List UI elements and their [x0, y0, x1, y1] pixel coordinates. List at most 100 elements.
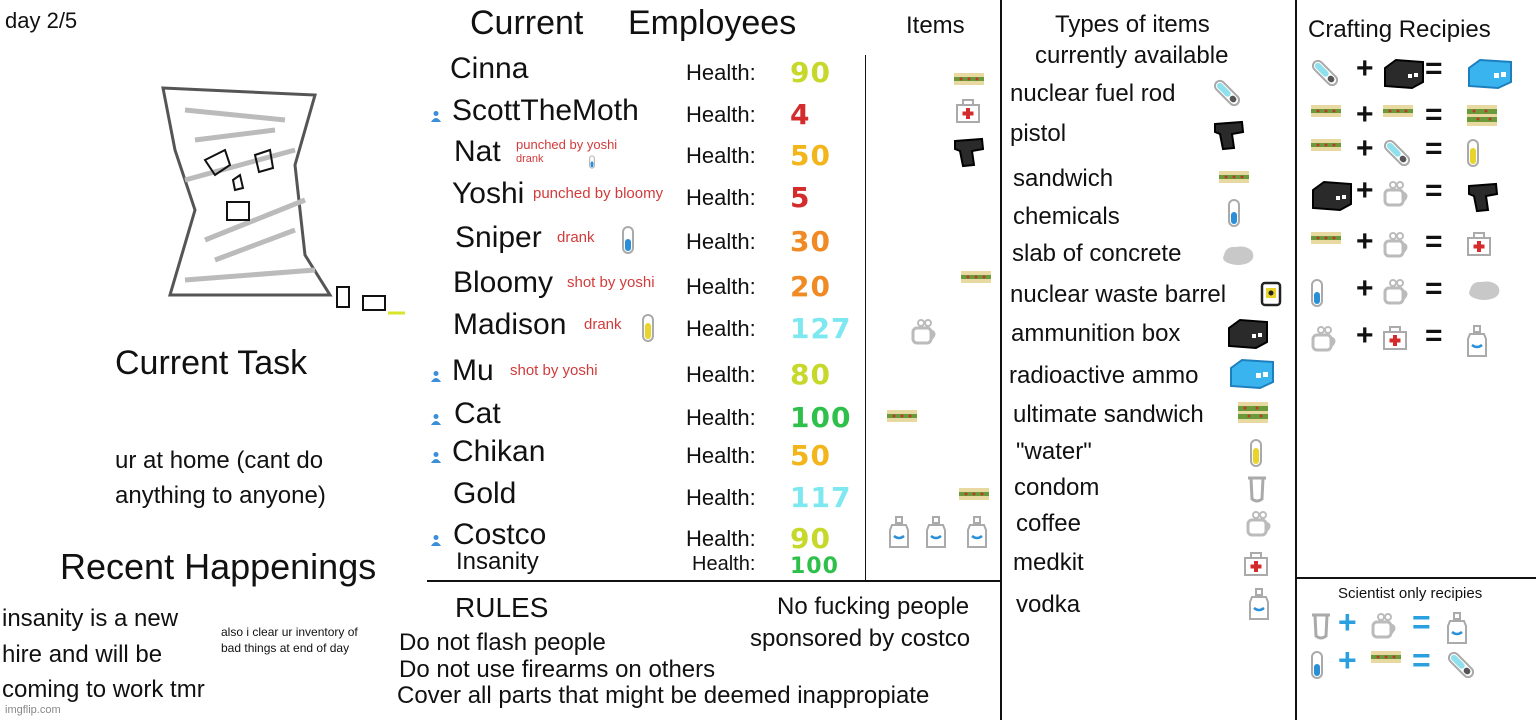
recipe-plus: +	[1356, 174, 1374, 207]
recipe-equals: =	[1412, 604, 1431, 640]
employee-name: Nat	[454, 135, 501, 168]
sandwich-icon	[1370, 650, 1402, 669]
employee-name: Yoshi	[452, 177, 525, 210]
recipe-equals: =	[1425, 174, 1443, 207]
coffee-icon	[1382, 180, 1410, 213]
happenings-side-line1: also i clear ur inventory of	[221, 625, 358, 639]
employee-note: shot by yoshi	[567, 274, 655, 291]
item-type-label: ultimate sandwich	[1013, 401, 1204, 428]
rules-heading: RULES	[455, 592, 549, 623]
types-heading-2: currently available	[1035, 42, 1229, 69]
employees-heading-current: Current	[470, 4, 584, 42]
coffee-icon	[1310, 325, 1338, 358]
recipe-plus: +	[1356, 272, 1374, 305]
employee-marker-icon	[430, 412, 442, 430]
rule-side-2: sponsored by costco	[750, 625, 971, 652]
coffee-icon	[1382, 231, 1410, 264]
item-type-label: "water"	[1016, 438, 1092, 465]
divider-items	[865, 55, 866, 580]
health-value: 50	[790, 439, 831, 472]
chemicals-icon	[1310, 650, 1324, 685]
recipe-equals: =	[1425, 52, 1443, 85]
employee-note: shot by yoshi	[510, 362, 598, 379]
employee-name: Insanity	[456, 548, 539, 575]
recipe-plus: +	[1356, 225, 1374, 258]
health-label: Health:	[686, 362, 756, 387]
recipe-equals: =	[1425, 319, 1443, 352]
medkit-icon	[1466, 231, 1492, 262]
health-value: 20	[790, 270, 831, 303]
happenings-line3: coming to work tmr	[2, 676, 205, 703]
items-heading: Items	[906, 12, 965, 39]
health-label: Health:	[692, 553, 756, 575]
current-task-line2: anything to anyone)	[115, 482, 326, 509]
rod-icon	[1212, 78, 1242, 113]
barrel-icon	[1260, 281, 1282, 312]
radammo-icon	[1466, 58, 1514, 95]
day-counter: day 2/5	[5, 8, 78, 33]
coffee-icon	[1245, 510, 1273, 543]
happenings-line2: hire and will be	[2, 641, 163, 668]
item-type-label: nuclear waste barrel	[1010, 281, 1227, 308]
item-type-label: pistol	[1010, 120, 1067, 147]
scientist-heading: Scientist only recipies	[1338, 585, 1483, 602]
health-value: 4	[790, 98, 811, 131]
recipe-equals: =	[1412, 642, 1431, 678]
item-type-label: slab of concrete	[1012, 240, 1182, 267]
vodka-icon	[1248, 588, 1270, 627]
water-icon	[641, 313, 655, 348]
sandwich-icon	[886, 409, 918, 428]
chemicals-icon	[1227, 198, 1241, 233]
sandwich-icon	[1310, 104, 1342, 123]
sandwich-icon	[1310, 231, 1342, 250]
current-task-line1: ur at home (cant do	[115, 447, 324, 474]
employee-marker-icon	[430, 533, 442, 551]
sandwich-icon	[1382, 104, 1414, 123]
health-value: 90	[790, 522, 831, 555]
chemicals-icon	[1310, 278, 1324, 313]
health-value: 90	[790, 56, 831, 89]
sandwich-icon	[953, 72, 985, 91]
health-value: 80	[790, 358, 831, 391]
rod-icon	[1310, 58, 1340, 93]
ammo-icon	[1310, 180, 1354, 217]
rod-icon	[1446, 650, 1476, 685]
crafting-heading: Crafting Recipies	[1308, 16, 1491, 43]
health-label: Health:	[686, 60, 756, 85]
divider-scientist	[1297, 577, 1536, 579]
item-type-label: vodka	[1016, 591, 1081, 618]
employee-name: Mu	[452, 354, 494, 387]
chemicals-icon	[621, 225, 635, 260]
employee-note: drank	[557, 229, 595, 246]
health-label: Health:	[686, 274, 756, 299]
water-icon	[1249, 438, 1263, 473]
vodka-icon	[925, 516, 947, 555]
coffee-icon	[1370, 612, 1398, 645]
recipe-equals: =	[1425, 225, 1443, 258]
health-label: Health:	[686, 229, 756, 254]
recipe-equals: =	[1425, 272, 1443, 305]
condom-icon	[1246, 475, 1268, 508]
condom-icon	[1310, 612, 1332, 645]
health-value: 50	[790, 139, 831, 172]
employee-marker-icon	[430, 109, 442, 127]
item-type-label: nuclear fuel rod	[1010, 80, 1176, 107]
employee-name: ScottTheMoth	[452, 94, 639, 127]
ammo-icon	[1226, 318, 1270, 355]
water-icon	[1466, 138, 1480, 173]
happenings-side-line2: bad things at end of day	[221, 641, 350, 655]
health-value: 5	[790, 181, 811, 214]
paper-drawing	[161, 86, 405, 315]
health-label: Health:	[686, 102, 756, 127]
employees-heading-employees: Employees	[628, 4, 797, 42]
health-label: Health:	[686, 316, 756, 341]
divider-left	[1000, 0, 1002, 720]
item-type-label: coffee	[1016, 510, 1081, 537]
item-type-label: medkit	[1013, 549, 1084, 576]
medkit-icon	[955, 98, 981, 129]
employee-name: Costco	[453, 518, 547, 551]
employee-name: Cat	[454, 397, 501, 430]
concrete-icon	[1466, 278, 1502, 307]
item-type-label: radioactive ammo	[1009, 362, 1199, 389]
sandwich-icon	[1218, 170, 1250, 189]
